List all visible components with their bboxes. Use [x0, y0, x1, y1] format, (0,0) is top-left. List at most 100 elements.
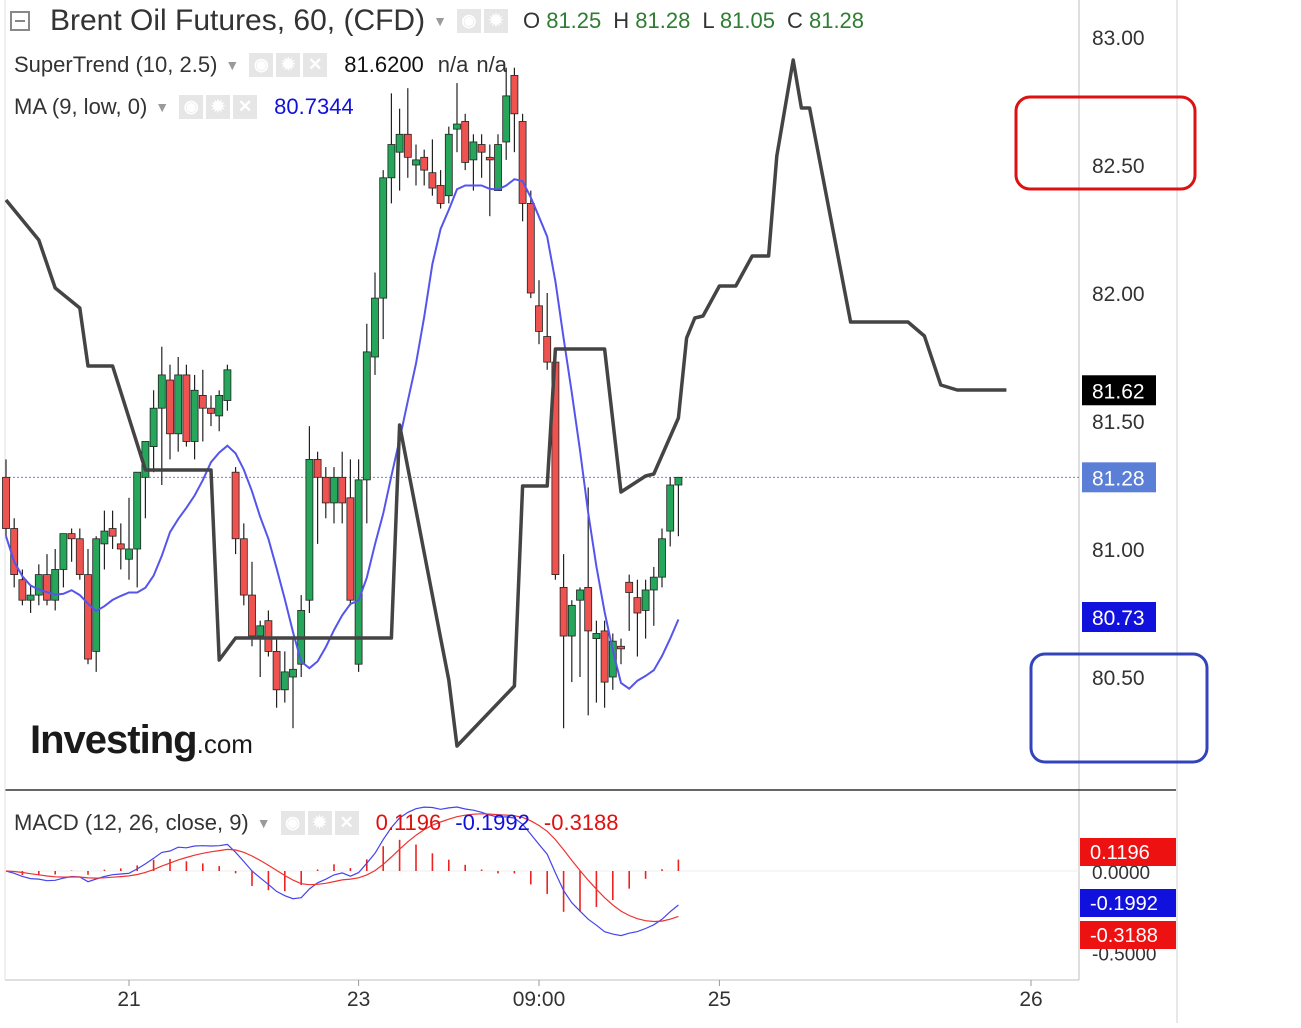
gear-icon[interactable]: ✹ — [276, 53, 301, 77]
macd-marker-label: -0.3188 — [1090, 925, 1158, 947]
candle-body — [502, 95, 511, 143]
eye-icon[interactable]: ◉ — [456, 9, 481, 33]
ma-label: MA (9, low, 0) — [14, 94, 148, 119]
candle-body — [592, 633, 601, 639]
close-icon[interactable]: ✕ — [233, 95, 258, 119]
candle-body — [51, 569, 60, 601]
macd-marker-label: 0.1196 — [1090, 842, 1150, 864]
chevron-down-icon[interactable]: ▼ — [155, 99, 170, 115]
supertrend-value: 81.6200 — [344, 52, 424, 77]
close-icon[interactable]: ✕ — [303, 53, 328, 77]
candle-body — [526, 202, 535, 294]
candle-body — [510, 75, 519, 115]
candle-body — [338, 476, 347, 504]
candle-body — [379, 177, 388, 299]
red-resistance-box — [1014, 95, 1197, 191]
candle-body — [92, 538, 101, 652]
candle-body — [477, 144, 486, 153]
price-tick-label: 81.50 — [1092, 411, 1145, 434]
candle-body — [543, 336, 552, 363]
time-tick-label: 21 — [117, 988, 140, 1011]
ma-line — [5, 178, 680, 690]
eye-icon[interactable]: ◉ — [249, 53, 274, 77]
blue-support-box — [1029, 652, 1209, 764]
macd-line — [5, 806, 679, 937]
supertrend-legend: SuperTrend (10, 2.5) ▼ ◉ ✹ ✕ 81.6200 n/a… — [14, 52, 507, 78]
price-marker-bg — [1082, 462, 1156, 493]
candle-body — [26, 594, 35, 601]
price-tick-label: 82.50 — [1092, 155, 1145, 178]
candle-body — [133, 471, 142, 550]
candle-body — [166, 379, 174, 435]
candle-body — [67, 533, 76, 540]
eye-icon[interactable]: ◉ — [179, 95, 204, 119]
time-tick-label: 09:00 — [513, 988, 566, 1011]
macd-marker-label: -0.1992 — [1090, 893, 1158, 915]
candle-body — [387, 144, 396, 179]
candle-body — [157, 374, 166, 409]
macd-marker-bg — [1080, 921, 1176, 949]
chart-title: Brent Oil Futures, 60, (CFD) — [50, 4, 426, 37]
candle-body — [576, 589, 584, 601]
gear-icon[interactable]: ✹ — [307, 811, 332, 835]
candle-body — [84, 574, 92, 660]
macd-marker-bg — [1080, 838, 1176, 866]
ohlc-low: L 81.05 — [702, 8, 775, 33]
candle-body — [559, 587, 568, 637]
candle-body — [461, 121, 470, 163]
candle-body — [346, 497, 355, 601]
gear-icon[interactable]: ✹ — [483, 9, 508, 33]
candle-body — [272, 651, 281, 691]
candle-body — [125, 548, 133, 560]
candle-body — [18, 579, 27, 601]
candle-body — [535, 305, 543, 332]
candle-body — [641, 589, 650, 611]
candle-body — [174, 374, 183, 435]
chevron-down-icon[interactable]: ▼ — [433, 13, 447, 29]
candle-body — [116, 543, 125, 550]
candle-body — [354, 479, 363, 665]
candle-body — [608, 640, 617, 678]
candle-body — [485, 156, 494, 161]
candle-body — [412, 159, 420, 166]
candle-body — [666, 484, 675, 532]
candle-body — [100, 530, 109, 545]
close-icon[interactable]: ✕ — [334, 811, 359, 835]
candle-body — [2, 476, 10, 529]
candle-body — [584, 587, 593, 632]
supertrend-extra2: n/a — [476, 52, 507, 77]
macd-signal-line — [5, 813, 679, 923]
time-tick-label: 23 — [347, 988, 370, 1011]
candle-body — [149, 407, 158, 448]
candle-body — [649, 576, 658, 591]
candle-body — [198, 394, 207, 409]
candle-body — [108, 528, 117, 537]
candle-body — [469, 141, 478, 161]
candle-body — [59, 533, 68, 570]
macd-marker-bg — [1080, 889, 1176, 917]
candle-body — [207, 407, 215, 414]
collapse-icon[interactable] — [10, 11, 30, 31]
ma-value: 80.7344 — [274, 94, 354, 119]
price-marker-label: 81.28 — [1092, 467, 1145, 490]
supertrend-line — [4, 58, 1007, 748]
price-tick-label: 82.00 — [1092, 283, 1145, 306]
ohlc-close: C 81.28 — [786, 8, 865, 33]
macd-tick-label: -0.5000 — [1092, 945, 1156, 966]
macd-line-value: -0.1992 — [455, 810, 530, 835]
price-marker-label: 81.62 — [1092, 380, 1145, 403]
time-tick-label: 25 — [708, 988, 731, 1011]
investing-logo: Investing.com — [30, 718, 253, 762]
chevron-down-icon[interactable]: ▼ — [225, 57, 240, 73]
candle-body — [395, 133, 404, 153]
candle-body — [371, 297, 379, 358]
candle-body — [239, 538, 248, 596]
supertrend-extra1: n/a — [437, 52, 469, 77]
eye-icon[interactable]: ◉ — [280, 811, 305, 835]
chevron-down-icon[interactable]: ▼ — [256, 815, 271, 831]
macd-hist-value: 0.1196 — [375, 810, 442, 835]
candle-body — [403, 133, 412, 158]
gear-icon[interactable]: ✹ — [206, 95, 231, 119]
candle-body — [256, 625, 265, 637]
